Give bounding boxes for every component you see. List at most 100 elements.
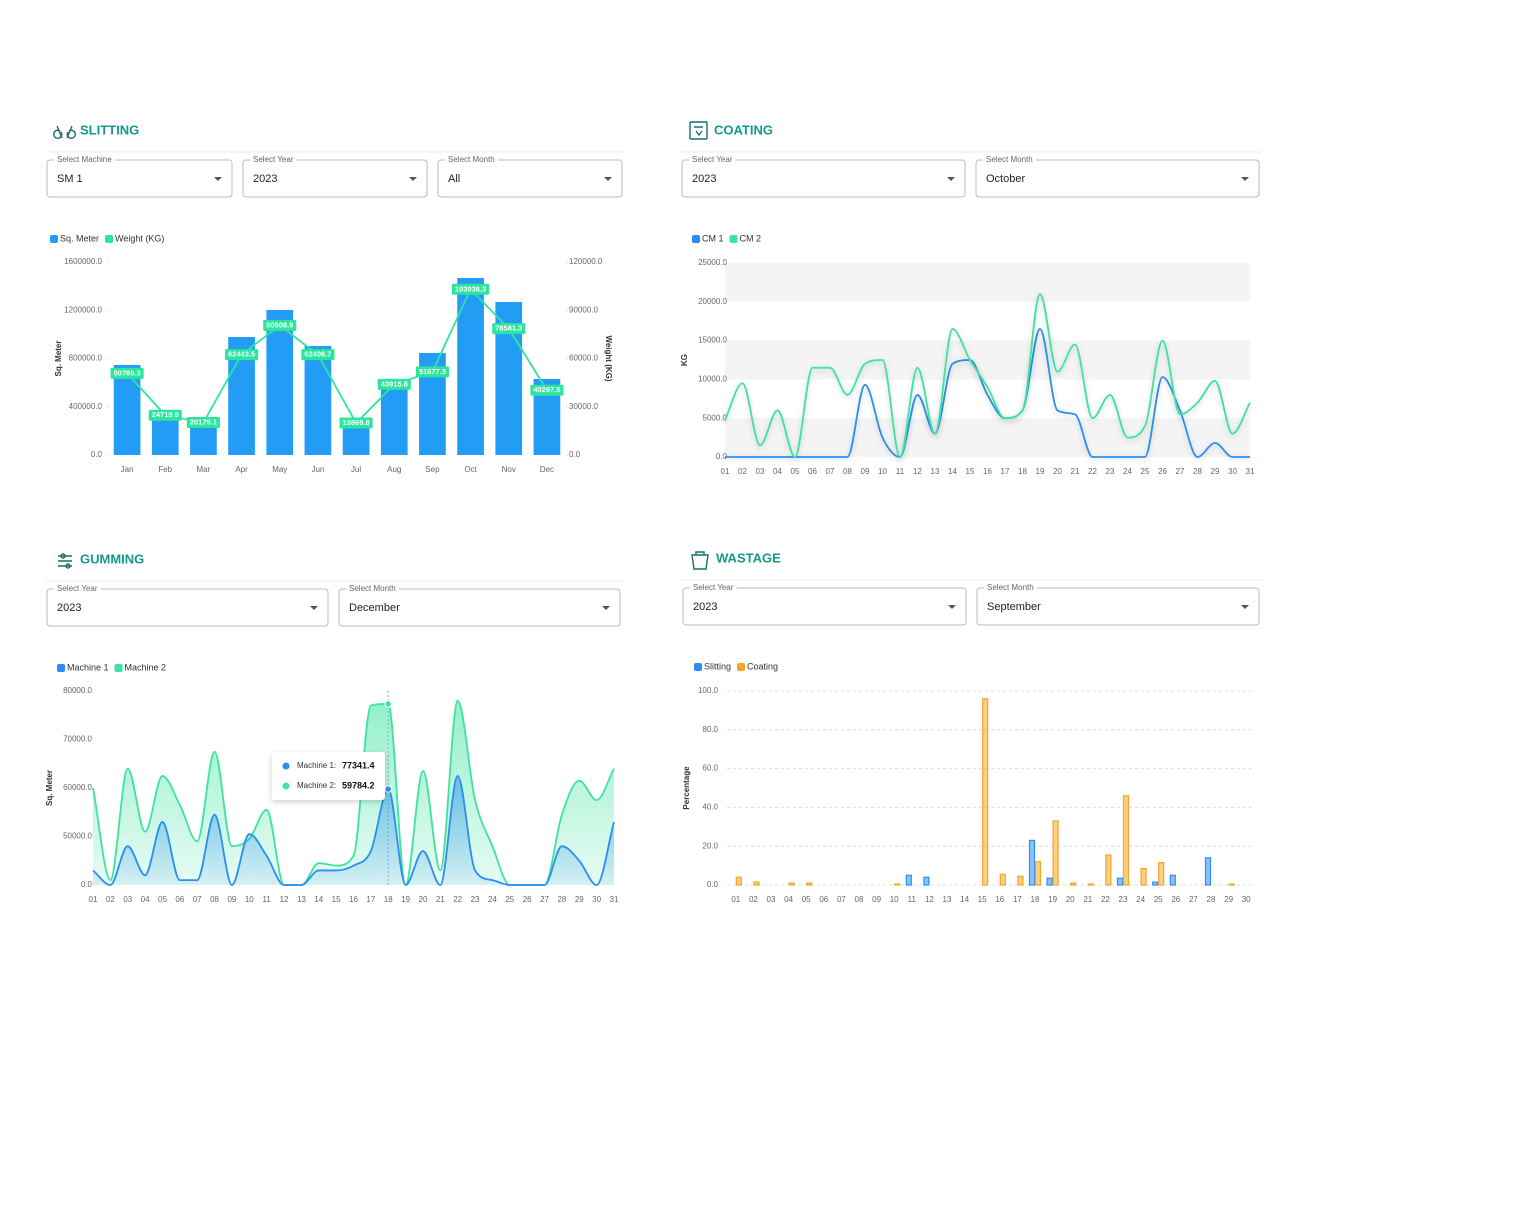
data-label: 51677.3 — [419, 367, 446, 376]
x-tick-label: Nov — [502, 465, 516, 474]
select-value: SM 1 — [57, 173, 83, 185]
x-tick-label: 03 — [756, 467, 765, 476]
gumming-icon — [58, 553, 72, 569]
x-tick-label: 20 — [1066, 895, 1075, 904]
data-label: 103036.3 — [455, 284, 486, 293]
bar — [894, 883, 901, 886]
select-label-bg — [984, 585, 1037, 591]
data-label: 62406.7 — [304, 350, 331, 359]
x-tick-label: 04 — [141, 895, 150, 904]
x-tick-label: 27 — [1189, 895, 1198, 904]
select-label-bg — [689, 157, 736, 163]
select-value: September — [987, 601, 1041, 613]
select-label-bg — [54, 586, 101, 592]
x-tick-label: 30 — [1228, 467, 1237, 476]
x-tick-label: 12 — [913, 467, 922, 476]
legend-label: Coating — [747, 661, 778, 671]
x-tick-label: 05 — [802, 895, 811, 904]
x-tick-label: 11 — [908, 895, 917, 904]
data-label: 19869.8 — [343, 418, 370, 427]
data-label: 50789.3 — [114, 368, 141, 377]
select-label: Select Month — [448, 155, 495, 164]
select-box[interactable] — [976, 587, 1260, 626]
y2-tick-label: 60000.0 — [569, 354, 598, 363]
data-label-bg — [110, 367, 144, 379]
select-value: 2023 — [253, 173, 277, 185]
x-tick-label: 23 — [1119, 895, 1128, 904]
select-box[interactable] — [975, 159, 1260, 198]
x-tick-label: 31 — [1246, 467, 1255, 476]
bar — [788, 882, 795, 886]
select-box[interactable] — [437, 159, 623, 198]
x-tick-label: 23 — [1106, 467, 1115, 476]
x-tick-label: 13 — [931, 467, 940, 476]
legend-label: Machine 2 — [125, 662, 167, 672]
y-tick-label: 40.0 — [702, 803, 718, 812]
x-tick-label: 25 — [1141, 467, 1150, 476]
select-box[interactable] — [682, 587, 967, 626]
select-value: 2023 — [693, 601, 717, 613]
dropdown-caret — [947, 177, 955, 181]
coating-icon — [689, 121, 708, 140]
x-tick-label: 18 — [1031, 895, 1040, 904]
x-tick-label: 26 — [523, 895, 532, 904]
bar — [1087, 883, 1094, 886]
bar — [266, 310, 294, 455]
line — [724, 293, 1251, 458]
select-box[interactable] — [242, 159, 428, 198]
y-tick-label: 800000.0 — [69, 354, 103, 363]
legend-label: CM 1 — [702, 233, 724, 243]
x-tick-label: 01 — [89, 895, 98, 904]
select-label-bg — [250, 157, 297, 163]
select-box[interactable] — [46, 159, 233, 198]
data-label: 40297.5 — [533, 385, 560, 394]
data-label-bg — [530, 384, 564, 396]
select-box[interactable] — [681, 159, 966, 198]
y-tick-label: 80.0 — [702, 725, 718, 734]
x-tick-label: 21 — [1083, 895, 1092, 904]
x-tick-label: 03 — [123, 895, 132, 904]
select-value: 2023 — [57, 602, 81, 614]
y-tick-label: 20.0 — [702, 841, 718, 850]
data-label: 24719.9 — [152, 410, 179, 419]
slitting-icon — [53, 125, 76, 139]
bar — [304, 345, 332, 455]
x-tick-label: 09 — [872, 895, 881, 904]
x-tick-label: 09 — [227, 895, 236, 904]
bar — [999, 873, 1006, 886]
x-tick-label: 22 — [1088, 467, 1097, 476]
y-tick-label: 15000.0 — [698, 336, 727, 345]
select-value: December — [349, 602, 400, 614]
hover-point — [384, 700, 392, 708]
bar — [1122, 795, 1130, 886]
x-tick-label: 14 — [948, 467, 957, 476]
y-axis-label: Sq. Meter — [54, 340, 63, 376]
legend-swatch — [50, 235, 58, 243]
bar — [1140, 867, 1147, 886]
y2-axis-label: Weight (KG) — [604, 335, 613, 381]
x-tick-label: 19 — [401, 895, 410, 904]
x-tick-label: Jun — [311, 465, 324, 474]
hover-point — [384, 785, 392, 793]
x-tick-label: 08 — [210, 895, 219, 904]
dropdown-caret — [310, 606, 318, 610]
grid-band — [725, 263, 1250, 302]
x-tick-label: Oct — [464, 465, 477, 474]
legend-label: CM 2 — [740, 233, 762, 243]
x-tick-label: 29 — [575, 895, 584, 904]
bar — [1034, 861, 1042, 886]
x-tick-label: 17 — [1001, 467, 1010, 476]
x-tick-label: 16 — [983, 467, 992, 476]
panel-title: WASTAGE — [716, 550, 781, 565]
bar — [1204, 857, 1212, 886]
select-label: Select Month — [987, 583, 1034, 592]
bar — [113, 365, 141, 455]
select-label: Select Machine — [57, 155, 112, 164]
select-box[interactable] — [338, 588, 621, 627]
select-label: Select Year — [692, 155, 733, 164]
y-tick-label: 0.0 — [716, 452, 728, 461]
select-box[interactable] — [46, 588, 329, 627]
tooltip — [272, 752, 385, 800]
bar — [1070, 882, 1077, 886]
